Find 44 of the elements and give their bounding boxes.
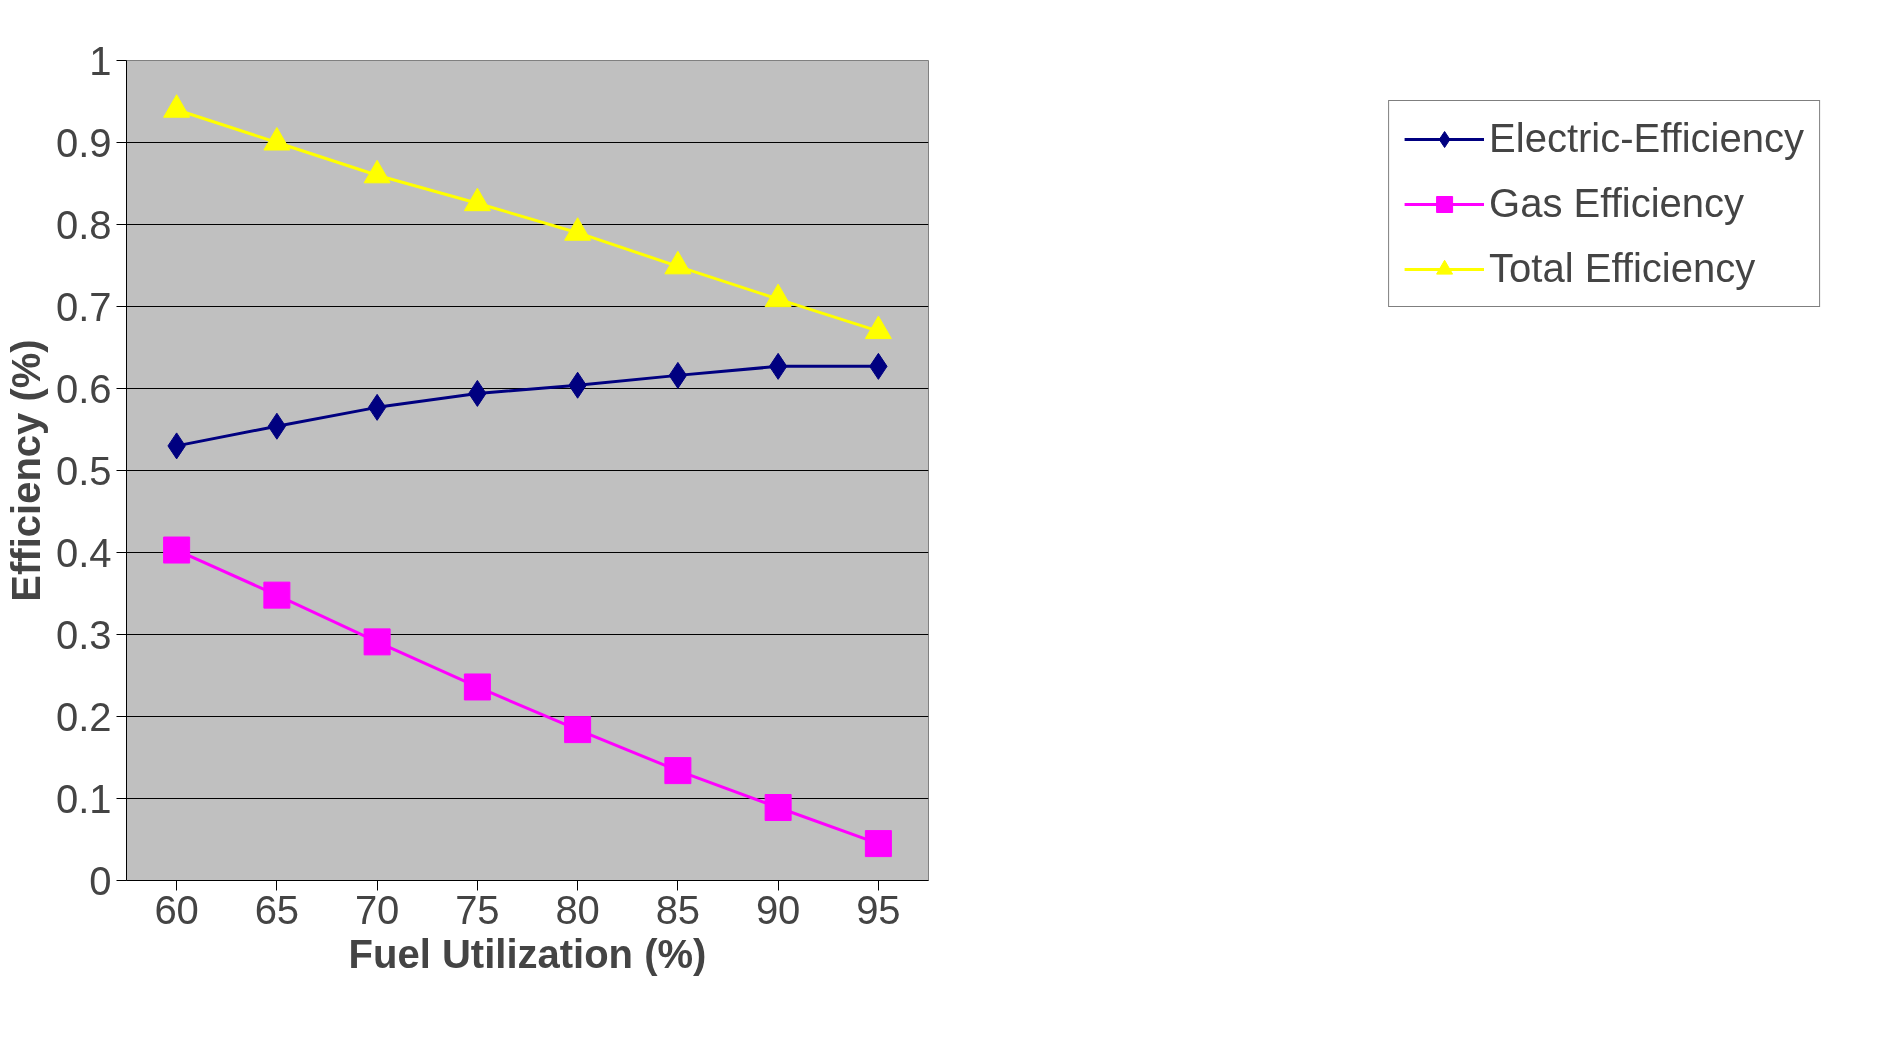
x-tick-label: 95	[856, 887, 901, 932]
point	[463, 187, 491, 212]
y-tick-label: 0.5	[55, 448, 112, 493]
point	[564, 217, 592, 241]
y-tick-label: 0.8	[55, 202, 112, 247]
point	[668, 361, 688, 389]
x-tick-label: 90	[755, 887, 801, 932]
x-axis-title: Fuel Utilization (%)	[348, 931, 707, 976]
y-tick-label: 0.6	[55, 366, 112, 411]
y-tick-label: 0.1	[55, 776, 112, 821]
point	[163, 94, 191, 118]
point	[864, 315, 892, 340]
y-tick-label: 1	[89, 38, 112, 83]
y-tick-label: 0.9	[55, 120, 112, 165]
x-tick-label: 85	[655, 887, 701, 932]
point	[363, 159, 391, 184]
point	[263, 581, 291, 609]
point	[764, 283, 792, 308]
y-tick-label: 0.4	[55, 530, 112, 575]
point	[367, 393, 387, 421]
x-tick-label: 65	[254, 887, 300, 932]
y-tick-label: 0.2	[55, 694, 112, 739]
legend-label: Gas Efficiency	[1489, 181, 1745, 226]
x-tick-label: 60	[154, 887, 199, 932]
y-tick-label: 0.3	[55, 612, 112, 657]
x-tick-label: 75	[455, 887, 500, 932]
point	[768, 352, 788, 380]
point	[764, 794, 792, 822]
point	[363, 628, 391, 656]
point	[664, 757, 692, 785]
point	[267, 412, 287, 440]
x-tick-label: 70	[354, 887, 400, 932]
point	[163, 536, 191, 564]
point	[864, 830, 892, 858]
legend-label: Total Efficiency	[1489, 246, 1756, 291]
y-axis-title: Efficiency (%)	[3, 339, 48, 602]
point	[664, 250, 692, 275]
y-tick-label: 0.7	[55, 284, 112, 329]
point	[463, 673, 491, 701]
point	[564, 716, 592, 744]
y-tick-label: 0	[89, 858, 112, 903]
legend-label: Electric-Efficiency	[1489, 116, 1804, 161]
x-tick-label: 80	[555, 887, 600, 932]
point	[263, 126, 291, 151]
